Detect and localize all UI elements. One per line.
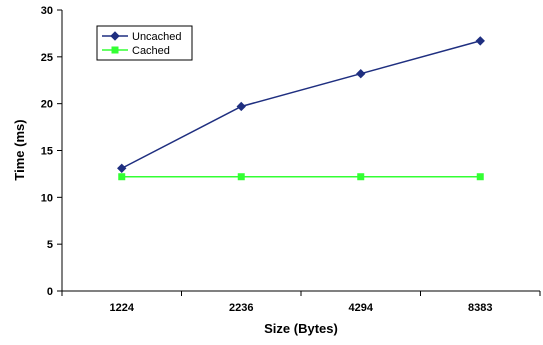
y-tick-label: 20 <box>41 99 53 111</box>
y-tick-label: 10 <box>41 192 53 204</box>
x-axis-title: Size (Bytes) <box>264 321 338 336</box>
data-point-cached <box>476 173 484 181</box>
x-axis-ticks: 1224 2236 4294 8383 <box>61 291 541 314</box>
x-tick-label: 8383 <box>468 302 492 314</box>
data-point-cached <box>237 173 245 181</box>
data-point-uncached <box>475 36 485 46</box>
data-point-uncached <box>236 101 246 112</box>
legend-label-uncached: Uncached <box>132 31 182 43</box>
legend-label-cached: Cached <box>132 45 170 57</box>
y-tick-label: 30 <box>41 5 53 17</box>
series-cached <box>118 173 484 181</box>
y-axis-ticks: 0 5 10 15 20 25 30 <box>41 5 62 298</box>
legend-marker-uncached <box>110 31 120 41</box>
y-axis-title: Time (ms) <box>12 119 27 180</box>
series-line-uncached <box>121 40 481 169</box>
x-tick-label: 4294 <box>349 302 374 314</box>
data-point-uncached <box>117 163 127 174</box>
data-point-uncached <box>356 68 366 79</box>
x-tick-label: 1224 <box>110 302 135 314</box>
x-tick-label: 2236 <box>229 302 253 314</box>
y-tick-label: 5 <box>47 239 53 251</box>
y-tick-label: 0 <box>47 286 53 298</box>
y-tick-label: 15 <box>41 146 53 158</box>
series-uncached <box>117 36 485 174</box>
data-point-cached <box>357 173 365 181</box>
legend-marker-cached <box>111 46 119 54</box>
legend-box <box>96 25 193 61</box>
data-point-cached <box>118 173 126 181</box>
series-layer <box>117 36 485 181</box>
legend: Uncached Cached <box>96 25 193 61</box>
y-tick-label: 25 <box>41 52 53 64</box>
